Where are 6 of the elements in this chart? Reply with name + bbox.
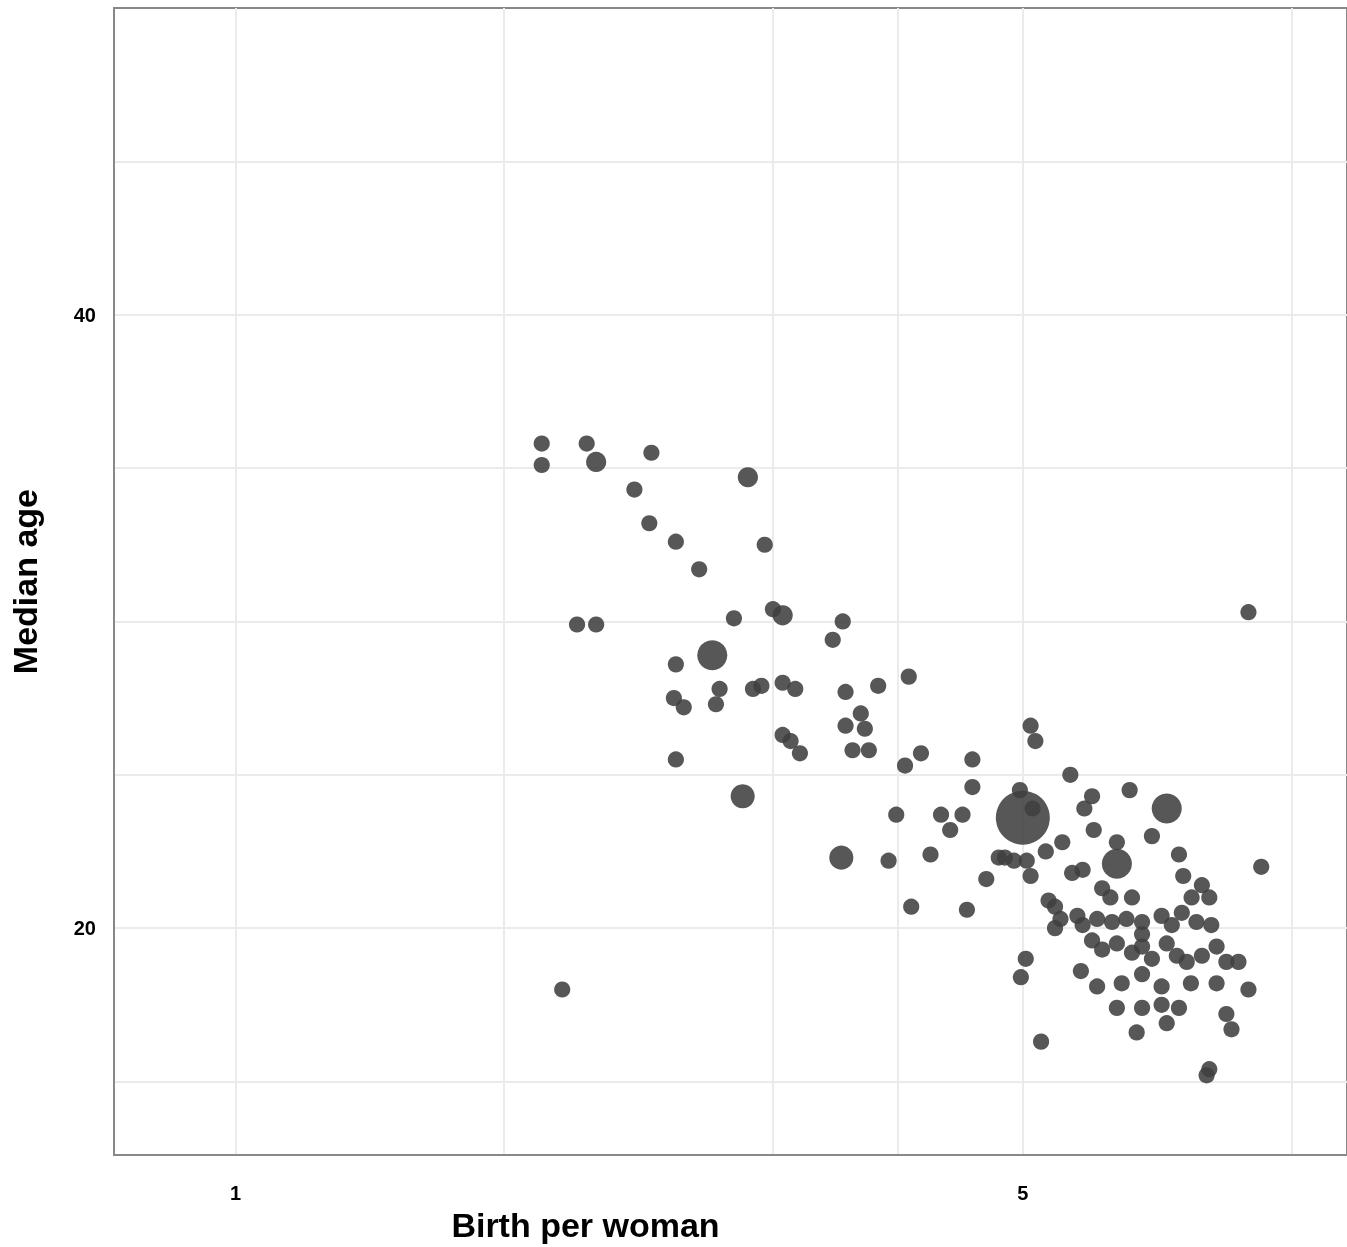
y-tick-label: 20 xyxy=(73,917,96,940)
x-axis-title: Birth per woman xyxy=(451,1206,720,1244)
y-axis-title: Median age xyxy=(6,488,44,675)
y-tick-label: 40 xyxy=(73,303,96,326)
x-tick-label: 1 xyxy=(229,1182,242,1205)
x-tick-label: 5 xyxy=(1017,1182,1029,1205)
